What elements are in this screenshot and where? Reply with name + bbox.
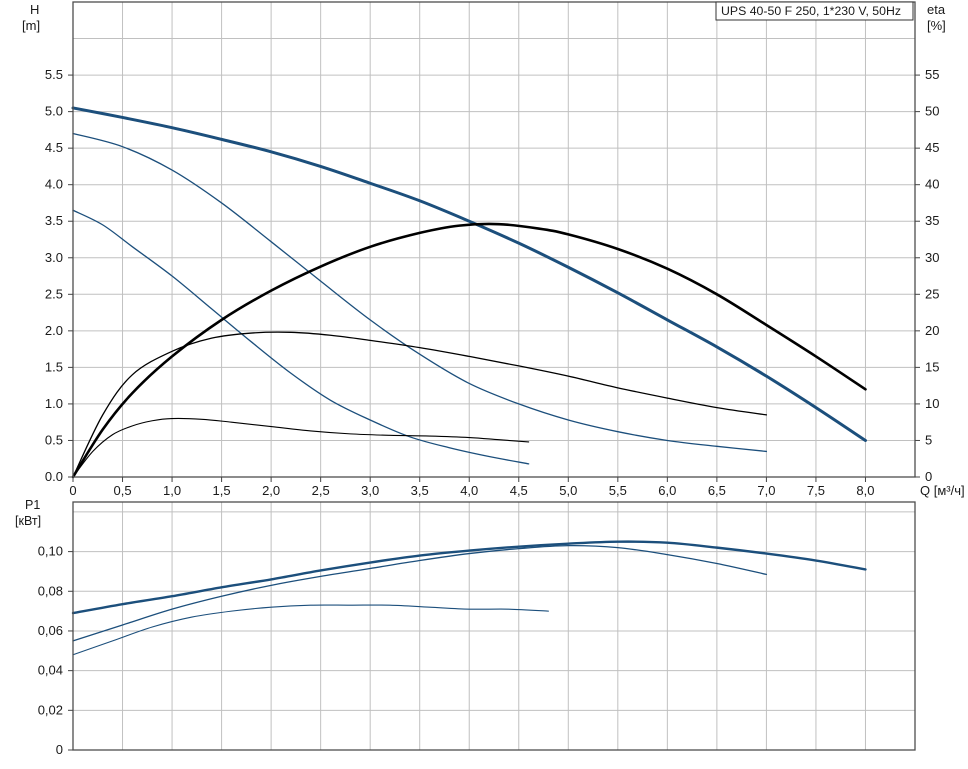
svg-text:Q [м³/ч]: Q [м³/ч] — [920, 483, 965, 498]
svg-text:3.0: 3.0 — [45, 250, 63, 265]
svg-text:7,5: 7,5 — [807, 483, 825, 498]
svg-text:eta: eta — [927, 2, 946, 17]
svg-text:2.5: 2.5 — [45, 286, 63, 301]
svg-text:8,0: 8,0 — [856, 483, 874, 498]
svg-text:0,06: 0,06 — [38, 623, 63, 638]
svg-text:1,0: 1,0 — [163, 483, 181, 498]
svg-text:45: 45 — [925, 140, 939, 155]
svg-text:25: 25 — [925, 286, 939, 301]
svg-text:0,10: 0,10 — [38, 544, 63, 559]
svg-text:30: 30 — [925, 250, 939, 265]
svg-text:1.5: 1.5 — [45, 359, 63, 374]
svg-text:4,5: 4,5 — [510, 483, 528, 498]
svg-text:2,5: 2,5 — [312, 483, 330, 498]
svg-text:0: 0 — [69, 483, 76, 498]
svg-text:5.5: 5.5 — [45, 67, 63, 82]
svg-text:0: 0 — [56, 742, 63, 757]
svg-text:[%]: [%] — [927, 18, 946, 33]
svg-text:35: 35 — [925, 213, 939, 228]
svg-text:5,0: 5,0 — [559, 483, 577, 498]
svg-text:2,0: 2,0 — [262, 483, 280, 498]
svg-text:7,0: 7,0 — [757, 483, 775, 498]
svg-text:3,5: 3,5 — [411, 483, 429, 498]
svg-text:0,02: 0,02 — [38, 702, 63, 717]
svg-text:0,08: 0,08 — [38, 583, 63, 598]
svg-text:0: 0 — [925, 469, 932, 484]
svg-text:UPS 40-50 F 250, 1*230 V, 50Hz: UPS 40-50 F 250, 1*230 V, 50Hz — [721, 4, 901, 18]
svg-text:0.0: 0.0 — [45, 469, 63, 484]
svg-text:1.0: 1.0 — [45, 396, 63, 411]
svg-text:0,04: 0,04 — [38, 663, 63, 678]
svg-text:0,5: 0,5 — [113, 483, 131, 498]
svg-text:[кВт]: [кВт] — [15, 514, 41, 528]
svg-text:6,5: 6,5 — [708, 483, 726, 498]
svg-text:0.5: 0.5 — [45, 432, 63, 447]
svg-text:6,0: 6,0 — [658, 483, 676, 498]
svg-text:55: 55 — [925, 67, 939, 82]
svg-text:2.0: 2.0 — [45, 323, 63, 338]
svg-text:H: H — [30, 2, 39, 17]
svg-text:50: 50 — [925, 104, 939, 119]
svg-text:10: 10 — [925, 396, 939, 411]
svg-text:4,0: 4,0 — [460, 483, 478, 498]
svg-text:5,5: 5,5 — [609, 483, 627, 498]
svg-text:3.5: 3.5 — [45, 213, 63, 228]
svg-text:1,5: 1,5 — [213, 483, 231, 498]
svg-text:[m]: [m] — [22, 18, 40, 33]
svg-text:4.5: 4.5 — [45, 140, 63, 155]
svg-text:5.0: 5.0 — [45, 104, 63, 119]
svg-text:3,0: 3,0 — [361, 483, 379, 498]
svg-text:5: 5 — [925, 432, 932, 447]
svg-text:P1: P1 — [25, 498, 40, 512]
svg-text:40: 40 — [925, 177, 939, 192]
svg-text:20: 20 — [925, 323, 939, 338]
svg-text:4.0: 4.0 — [45, 177, 63, 192]
svg-text:15: 15 — [925, 359, 939, 374]
